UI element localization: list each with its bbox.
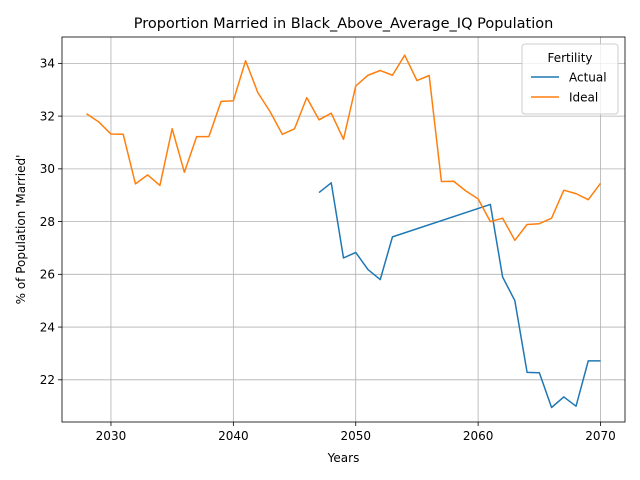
y-tick-label: 26: [40, 268, 55, 282]
y-axis-ticks: 22 24 26 28 30 32 34: [40, 57, 62, 387]
series-line-ideal: [86, 54, 602, 242]
x-tick-label: 2030: [96, 429, 127, 443]
y-tick-label: 32: [40, 109, 55, 123]
y-tick-label: 24: [40, 320, 55, 334]
legend-label-actual: Actual: [569, 71, 607, 85]
legend-title: Fertility: [547, 51, 592, 65]
series-line-actual: [318, 182, 601, 409]
series-lines: [86, 54, 602, 409]
y-tick-label: 30: [40, 162, 55, 176]
legend-label-ideal: Ideal: [569, 91, 598, 105]
plot-area-frame: [61, 36, 626, 423]
x-tick-label: 2060: [463, 429, 494, 443]
y-tick-label: 22: [40, 373, 55, 387]
y-tick-label: 34: [40, 57, 55, 71]
gridlines: [62, 37, 625, 422]
legend: Fertility Actual Ideal: [521, 43, 619, 115]
y-axis-label: % of Population 'Married': [14, 155, 28, 305]
y-tick-label: 28: [40, 215, 55, 229]
x-axis-label: Years: [327, 451, 360, 465]
x-tick-label: 2050: [340, 429, 371, 443]
x-axis-ticks: 2030 2040 2050 2060 2070: [96, 422, 616, 443]
x-tick-label: 2070: [585, 429, 616, 443]
chart-title: Proportion Married in Black_Above_Averag…: [134, 16, 554, 32]
x-tick-label: 2040: [218, 429, 249, 443]
